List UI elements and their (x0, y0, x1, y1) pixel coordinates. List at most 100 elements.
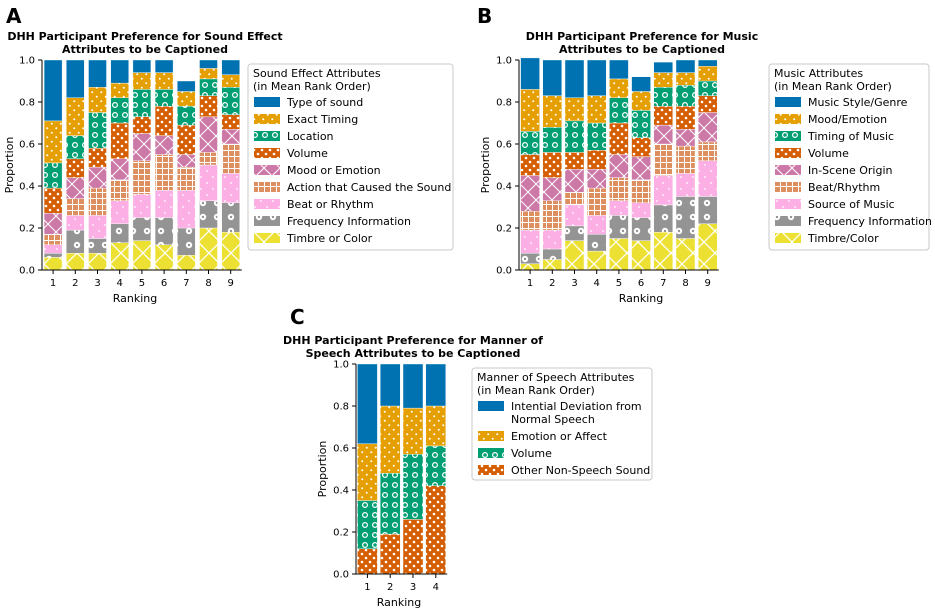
legend-swatch (254, 199, 280, 209)
bar-segment-3-rank-3 (402, 454, 424, 520)
legend-swatch (775, 148, 801, 158)
legend-title-line: (in Mean Rank Order) (477, 384, 595, 397)
bar-segment-2-rank-1 (520, 89, 540, 132)
panel-a: A DHH Participant Preference for Sound E… (3, 4, 454, 305)
legend-swatch (478, 431, 504, 441)
bar-segment-8-rank-8 (675, 196, 696, 239)
bar-segment-1-rank-8 (675, 59, 696, 73)
bar-segment-2-rank-6 (631, 91, 651, 111)
bar-segment-8-rank-8 (199, 200, 218, 229)
panel-letter-a: A (6, 4, 22, 28)
bar-segment-1-rank-7 (177, 80, 196, 92)
bar-segment-6-rank-3 (564, 192, 585, 206)
bar-segment-6-rank-1 (520, 210, 540, 231)
bars-c (357, 363, 446, 575)
panel-c: C DHH Participant Preference for Manner … (283, 305, 653, 609)
bar-segment-5-rank-8 (199, 116, 218, 153)
bar-segment-7-rank-4 (110, 200, 129, 224)
bar-segment-9-rank-7 (653, 231, 673, 271)
bar-segment-5-rank-6 (631, 156, 651, 180)
bar-segment-7-rank-9 (698, 160, 718, 197)
bar-segment-2-rank-8 (199, 68, 218, 80)
legend-label: Action that Caused the Sound (287, 181, 451, 194)
legend-swatch (775, 233, 801, 243)
bar-segment-3-rank-1 (520, 131, 540, 155)
legend-b: Music Attributes(in Mean Rank Order) Musi… (768, 63, 932, 251)
bar-segment-4-rank-9 (698, 95, 718, 113)
legend-swatch (775, 131, 801, 141)
bar-segment-1-rank-7 (653, 61, 673, 73)
y-axis-label: Proportion (316, 441, 329, 498)
bar-segment-4-rank-4 (110, 122, 129, 159)
chart-title-line-2: Speech Attributes to be Captioned (306, 347, 521, 360)
bar-segment-4-rank-6 (154, 105, 174, 136)
y-axis-label: Proportion (479, 137, 492, 194)
panel-letter-c: C (290, 305, 305, 329)
legend-swatch (775, 216, 801, 226)
bar-segment-8-rank-4 (587, 234, 607, 252)
legend-swatch (254, 97, 280, 107)
legend-swatch (775, 114, 801, 124)
x-tick-label: 7 (660, 278, 666, 289)
bar-segment-9-rank-6 (154, 244, 174, 271)
x-tick-label: 9 (228, 278, 234, 289)
legend-label: Normal Speech (511, 413, 595, 426)
axes-a: 1 2 3 4 5 6 7 8 9 0.0 0.2 0.4 0.6 0.8 1.0 (19, 56, 242, 289)
bar-segment-3-rank-5 (609, 97, 629, 124)
bar-segment-4-rank-8 (675, 105, 696, 130)
bar-segment-2-rank-3 (564, 97, 585, 122)
legend-label: Timbre or Color (286, 232, 373, 245)
bar-segment-5-rank-1 (520, 175, 540, 212)
y-tick-label: 0.2 (496, 224, 512, 235)
bar-segment-3-rank-7 (653, 87, 673, 107)
bar-segment-6-rank-7 (653, 143, 673, 176)
x-tick-label: 4 (433, 582, 439, 593)
x-tick-label: 4 (117, 278, 123, 289)
legend-label: Beat/Rhythm (808, 181, 880, 194)
x-tick-label: 3 (410, 582, 416, 593)
bar-segment-1-rank-4 (425, 363, 446, 407)
legend-title-line: Sound Effect Attributes (253, 67, 381, 80)
bar-segment-4-rank-3 (564, 152, 585, 170)
bar-segment-2-rank-1 (357, 443, 378, 501)
bar-segment-3-rank-3 (564, 120, 585, 153)
bar-segment-9-rank-4 (110, 242, 129, 271)
bar-segment-1-rank-2 (542, 59, 562, 96)
bar-segment-9-rank-8 (199, 227, 218, 271)
x-tick-label: 5 (616, 278, 622, 289)
bar-segment-2-rank-3 (88, 87, 107, 113)
bar-segment-2-rank-9 (221, 74, 240, 88)
x-axis-label: Ranking (113, 292, 158, 305)
bar-segment-1-rank-1 (43, 59, 63, 122)
y-tick-label: 1.0 (333, 360, 349, 371)
x-tick-label: 2 (72, 278, 78, 289)
bar-segment-7-rank-2 (66, 215, 85, 231)
axes-c: 1 2 3 4 0.0 0.2 0.4 0.6 0.8 1.0 (333, 360, 448, 593)
bar-segment-8-rank-5 (132, 217, 152, 241)
bar-segment-1-rank-4 (587, 59, 607, 96)
y-tick-label: 0.8 (333, 402, 349, 413)
bar-segment-9-rank-2 (542, 259, 562, 271)
bar-segment-2-rank-7 (177, 91, 196, 107)
bar-segment-8-rank-2 (66, 229, 85, 254)
bar-segment-5-rank-5 (609, 154, 629, 178)
bar-segment-9-rank-4 (587, 250, 607, 271)
bar-segment-6-rank-8 (675, 145, 696, 174)
legend-label: Timing of Music (807, 130, 894, 143)
bar-segment-4-rank-6 (631, 137, 651, 157)
bar-segment-3-rank-4 (425, 445, 446, 486)
bar-segment-4-rank-8 (199, 95, 218, 117)
legend-title-line: Manner of Speech Attributes (477, 371, 635, 384)
legend-swatch (775, 97, 801, 107)
bar-segment-8-rank-1 (520, 252, 540, 264)
legend-title-line: Music Attributes (774, 67, 863, 80)
bar-segment-1-rank-3 (564, 59, 585, 98)
bar-segment-9-rank-5 (132, 240, 152, 271)
bar-segment-8-rank-1 (43, 252, 63, 258)
bar-segment-3-rank-8 (199, 78, 218, 96)
bar-segment-2-rank-2 (542, 95, 562, 128)
y-tick-label: 1.0 (496, 56, 512, 67)
bar-segment-3-rank-9 (698, 80, 718, 96)
bar-segment-2-rank-9 (698, 66, 718, 82)
y-tick-label: 0.0 (333, 570, 349, 581)
